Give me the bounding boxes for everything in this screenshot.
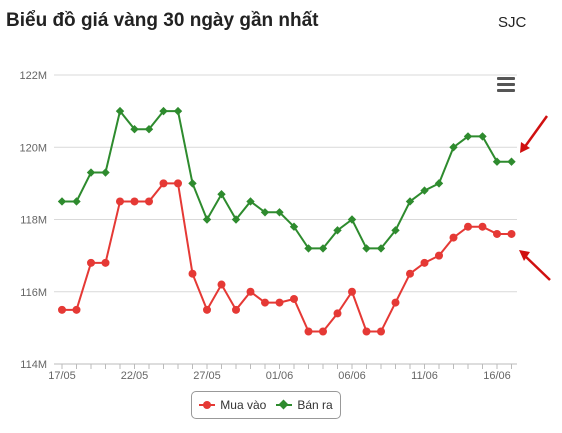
arrow-head-sell [520,142,530,153]
data-point-buy[interactable] [116,197,124,206]
data-point-buy[interactable] [362,327,371,336]
data-point-buy[interactable] [159,179,168,188]
data-point-buy[interactable] [217,280,226,289]
data-point-sell[interactable] [115,106,125,116]
data-point-buy[interactable] [261,298,269,307]
data-point-sell[interactable] [202,215,212,224]
data-point-buy[interactable] [72,305,81,314]
data-point-sell[interactable] [449,143,458,152]
x-tick-label: 27/05 [193,370,221,382]
data-point-sell[interactable] [72,197,81,206]
data-point-sell[interactable] [101,168,110,177]
data-point-sell[interactable] [188,179,197,188]
y-tick-label: 114M [20,359,47,371]
y-axis-ticks: 122M 120M 118M 116M 114M [19,70,47,371]
data-point-buy[interactable] [391,298,400,307]
data-point-sell[interactable] [478,132,487,141]
data-point-sell[interactable] [246,197,255,206]
legend-label-buy: Mua vào [220,398,267,412]
data-point-sell[interactable] [130,124,139,134]
data-point-sell[interactable] [318,244,328,253]
data-point-buy[interactable] [420,258,429,267]
data-point-sell[interactable] [507,157,516,166]
chart-legend: Mua vào Bán ra [191,391,341,419]
legend-label-sell: Bán ra [297,398,333,412]
data-point-sell[interactable] [347,215,357,224]
data-point-sell[interactable] [86,168,96,177]
data-point-buy[interactable] [333,309,342,318]
x-tick-label: 11/06 [411,370,438,382]
data-point-sell[interactable] [289,222,299,231]
data-point-sell[interactable] [405,197,415,206]
data-point-sell[interactable] [173,106,183,116]
data-point-sell[interactable] [333,226,342,235]
data-point-buy[interactable] [406,269,414,278]
data-point-buy[interactable] [101,258,110,267]
x-tick-label: 22/05 [121,370,149,382]
data-point-buy[interactable] [449,233,458,242]
data-point-sell[interactable] [231,215,241,224]
y-tick-label: 118M [20,215,47,227]
data-point-buy[interactable] [174,179,182,188]
data-point-sell[interactable] [376,244,386,253]
data-point-buy[interactable] [507,229,516,238]
x-axis: 17/05 22/05 27/05 01/06 06/06 11/06 16/06 [48,363,517,382]
y-tick-label: 120M [19,142,47,154]
data-point-buy[interactable] [130,197,139,206]
x-tick-label: 17/05 [48,370,76,382]
y-tick-label: 122M [19,70,47,82]
series-layer [57,106,516,336]
data-point-sell[interactable] [420,186,429,195]
data-point-buy[interactable] [493,229,501,238]
annotation-arrows [519,115,551,281]
legend-diamond-icon [276,399,293,410]
data-point-buy[interactable] [290,294,298,303]
data-point-buy[interactable] [87,258,95,267]
data-point-buy[interactable] [377,327,385,336]
chart-title: Biểu đồ giá vàng 30 ngày gần nhất [6,10,319,31]
chart-menu-icon[interactable] [495,77,517,95]
series-line-1 [62,108,512,250]
data-point-sell[interactable] [362,244,371,253]
data-point-sell[interactable] [159,106,168,116]
data-point-buy[interactable] [58,305,66,314]
data-point-sell[interactable] [391,226,400,235]
arrow-annotation-buy [523,254,551,281]
legend-item-buy[interactable]: Mua vào [199,398,266,412]
data-point-buy[interactable] [435,251,443,260]
data-point-buy[interactable] [232,305,240,314]
data-point-sell[interactable] [260,208,270,217]
data-point-sell[interactable] [57,197,67,206]
data-point-buy[interactable] [319,327,327,336]
data-point-buy[interactable] [348,287,356,296]
data-point-sell[interactable] [492,157,502,166]
x-tick-label: 06/06 [338,370,366,382]
data-point-buy[interactable] [304,327,313,336]
data-point-buy[interactable] [145,197,153,206]
data-point-sell[interactable] [275,208,284,217]
data-point-buy[interactable] [275,298,284,307]
data-point-sell[interactable] [217,190,226,199]
data-point-sell[interactable] [304,244,313,253]
data-point-sell[interactable] [144,124,154,134]
data-point-buy[interactable] [246,287,255,296]
data-point-sell[interactable] [463,132,473,141]
legend-circle-icon [199,400,216,410]
legend-item-sell[interactable]: Bán ra [276,398,333,412]
series-line-0 [62,182,512,333]
x-tick-label: 16/06 [483,370,511,382]
x-tick-label: 01/06 [266,370,294,382]
data-point-buy[interactable] [478,222,487,231]
data-point-buy[interactable] [464,222,472,231]
arrow-head-buy [519,250,530,261]
data-point-buy[interactable] [188,269,197,278]
data-point-sell[interactable] [434,179,444,188]
data-point-buy[interactable] [203,305,211,314]
brand-label: SJC [498,14,527,31]
arrow-annotation-sell [522,115,549,149]
y-tick-label: 116M [20,287,47,299]
